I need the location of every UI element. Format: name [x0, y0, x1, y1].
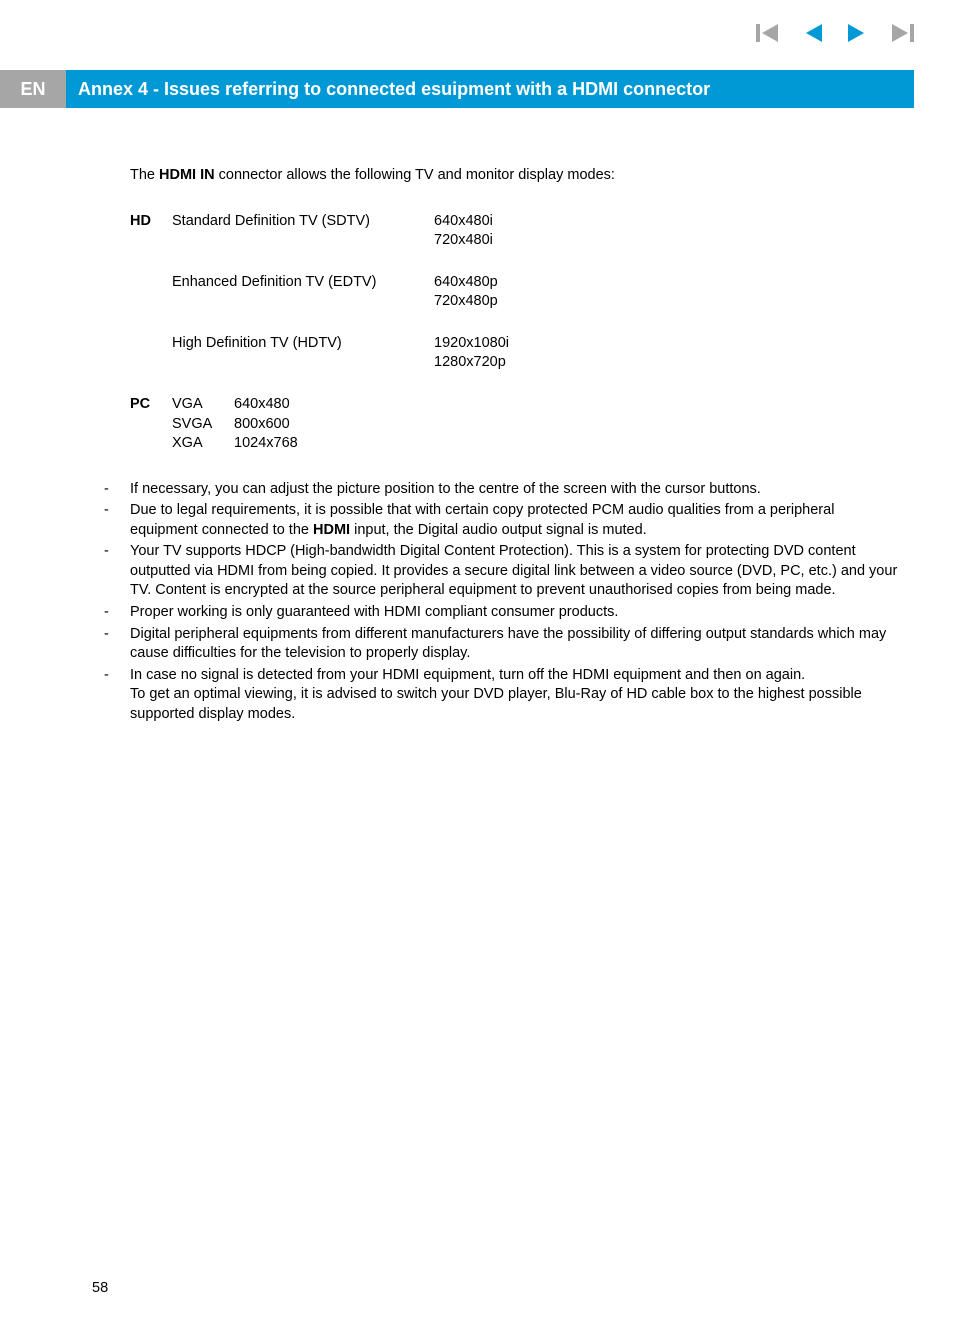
- note-text: Proper working is only guaranteed with H…: [130, 603, 900, 623]
- list-item: -Digital peripheral equipments from diff…: [104, 625, 900, 664]
- pc-std: XGA: [172, 434, 234, 454]
- dash-icon: -: [104, 666, 130, 725]
- res-value: 640x480i: [434, 212, 634, 232]
- dash-icon: -: [104, 603, 130, 623]
- language-badge: EN: [0, 70, 66, 108]
- res-value: 1280x720p: [434, 353, 634, 373]
- dash-icon: -: [104, 625, 130, 664]
- pc-standards: VGA SVGA XGA: [172, 395, 234, 454]
- note-bold: HDMI: [313, 522, 350, 538]
- dash-icon: -: [104, 501, 130, 540]
- pc-resolutions: 640x480 800x600 1024x768: [234, 395, 354, 454]
- title-bar: Annex 4 - Issues referring to connected …: [66, 70, 914, 108]
- note-text: Your TV supports HDCP (High-bandwidth Di…: [130, 542, 900, 601]
- hd-label: HD: [130, 212, 172, 251]
- pc-res: 640x480: [234, 395, 354, 415]
- note-text: In case no signal is detected from your …: [130, 666, 900, 725]
- pc-std: VGA: [172, 395, 234, 415]
- mode-name: Standard Definition TV (SDTV): [172, 212, 434, 251]
- pc-std: SVGA: [172, 415, 234, 435]
- pc-res: 1024x768: [234, 434, 354, 454]
- intro-bold: HDMI IN: [159, 167, 215, 183]
- pc-row: PC VGA SVGA XGA 640x480 800x600 1024x768: [130, 395, 650, 454]
- page-number: 58: [92, 1280, 108, 1296]
- modes-table: HD Standard Definition TV (SDTV) 640x480…: [130, 212, 650, 454]
- skip-forward-icon[interactable]: [888, 24, 914, 42]
- pc-res: 800x600: [234, 415, 354, 435]
- mode-res: 1920x1080i 1280x720p: [434, 334, 634, 373]
- res-value: 720x480i: [434, 231, 634, 251]
- list-item: -Your TV supports HDCP (High-bandwidth D…: [104, 542, 900, 601]
- mode-row: HD Standard Definition TV (SDTV) 640x480…: [130, 212, 650, 251]
- note-text: If necessary, you can adjust the picture…: [130, 480, 900, 500]
- pc-label: PC: [130, 395, 172, 454]
- mode-res: 640x480p 720x480p: [434, 273, 634, 312]
- intro-pre: The: [130, 167, 159, 183]
- list-item: -If necessary, you can adjust the pictur…: [104, 480, 900, 500]
- mode-res: 640x480i 720x480i: [434, 212, 634, 251]
- content-body: The HDMI IN connector allows the followi…: [130, 166, 900, 726]
- res-value: 1920x1080i: [434, 334, 634, 354]
- dash-icon: -: [104, 542, 130, 601]
- mode-row: High Definition TV (HDTV) 1920x1080i 128…: [130, 334, 650, 373]
- dash-icon: -: [104, 480, 130, 500]
- nav-icons: [756, 24, 914, 42]
- mode-name: Enhanced Definition TV (EDTV): [172, 273, 434, 312]
- note-post: input, the Digital audio output signal i…: [350, 522, 647, 538]
- note-line1: In case no signal is detected from your …: [130, 667, 805, 683]
- list-item: -Proper working is only guaranteed with …: [104, 603, 900, 623]
- page-title: Annex 4 - Issues referring to connected …: [78, 79, 710, 100]
- list-item: -Due to legal requirements, it is possib…: [104, 501, 900, 540]
- note-text: Digital peripheral equipments from diffe…: [130, 625, 900, 664]
- res-value: 640x480p: [434, 273, 634, 293]
- list-item: -In case no signal is detected from your…: [104, 666, 900, 725]
- header-row: EN Annex 4 - Issues referring to connect…: [0, 70, 914, 108]
- note-line2: To get an optimal viewing, it is advised…: [130, 685, 900, 724]
- language-label: EN: [20, 79, 45, 100]
- res-value: 720x480p: [434, 292, 634, 312]
- note-text: Due to legal requirements, it is possibl…: [130, 501, 900, 540]
- notes-list: -If necessary, you can adjust the pictur…: [104, 480, 900, 725]
- play-forward-icon[interactable]: [846, 24, 866, 42]
- intro-post: connector allows the following TV and mo…: [215, 167, 615, 183]
- skip-back-icon[interactable]: [756, 24, 782, 42]
- mode-name: High Definition TV (HDTV): [172, 334, 434, 373]
- intro-text: The HDMI IN connector allows the followi…: [130, 166, 900, 186]
- mode-row: Enhanced Definition TV (EDTV) 640x480p 7…: [130, 273, 650, 312]
- play-back-icon[interactable]: [804, 24, 824, 42]
